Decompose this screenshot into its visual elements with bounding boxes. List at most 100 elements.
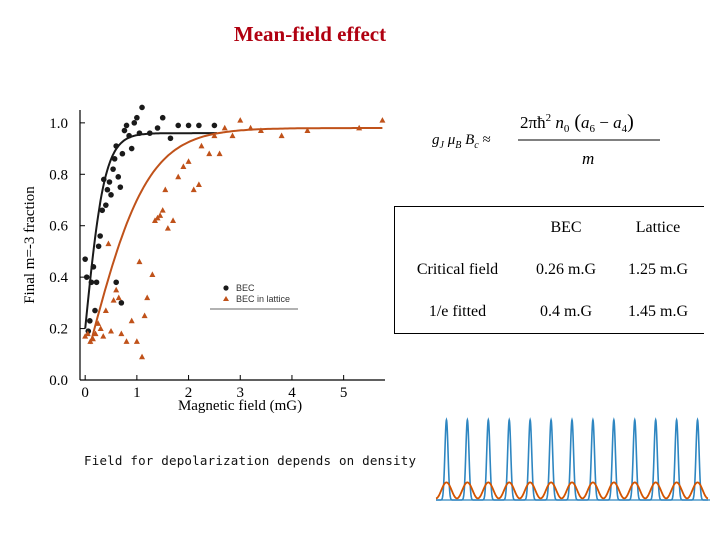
data-point-bec [117,184,124,190]
data-point-bec [82,256,88,262]
data-point-lattice [257,127,264,133]
data-point-lattice [159,207,166,213]
data-point-bec [113,279,119,286]
data-point-bec [110,166,116,172]
data-point-bec [106,179,113,185]
data-point-lattice [379,117,386,123]
data-point-bec [154,125,161,131]
data-point-bec [99,207,106,214]
table-cell-bec: 0.26 m.G [536,261,596,278]
data-point-bec [167,135,174,142]
data-point-lattice [211,132,218,139]
data-point-lattice [356,124,363,131]
data-point-bec [113,143,119,149]
table-row-label: Critical field [394,249,520,291]
y-tick-label: 1.0 [49,116,68,132]
data-point-lattice [170,217,177,223]
data-point-lattice [190,186,197,193]
data-point-bec [104,186,111,193]
data-point-bec [92,307,98,314]
table-cell-lattice: 1.25 m.G [628,261,688,278]
data-point-bec [111,156,118,162]
y-tick-label: 0.4 [49,270,68,286]
data-point-lattice [123,338,130,344]
table-cell-bec: 0.4 m.G [520,291,612,334]
lattice-potential-curve [436,417,708,501]
legend-marker-lattice [223,296,229,301]
data-point-lattice [100,333,107,339]
data-point-lattice [144,294,151,301]
table-header-cell [394,206,520,249]
table-header-cell: Lattice [612,206,704,249]
slide-title: Mean-field effect [233,22,387,46]
data-point-bec [100,176,107,183]
formula-denominator: m [582,149,594,168]
legend-marker-bec [223,285,229,291]
x-tick-label: 2 [185,385,193,401]
data-point-bec [134,114,140,121]
data-point-lattice [92,330,99,337]
data-point-lattice [97,325,104,331]
data-point-bec [121,127,128,134]
data-point-bec [196,122,202,129]
data-point-bec [97,233,103,239]
data-point-lattice [105,240,112,247]
data-point-lattice [247,124,254,131]
y-tick-label: 0.8 [49,167,68,183]
fit-curve-triangle [89,127,383,345]
critical-field-formula: gJ μB Bc ≈ 2πħ2 n0 (a6 − a4) m [432,100,672,180]
data-point-bec [115,174,122,180]
data-point-bec [211,122,218,129]
data-point-lattice [102,307,109,313]
data-point-bec [103,202,109,208]
table-header-row: BEC Lattice [394,206,704,249]
data-point-lattice [133,338,140,344]
x-tick-label: 5 [340,385,348,401]
table-row-label: 1/e fitted [394,291,520,334]
data-point-lattice [118,330,125,337]
data-point-lattice [206,150,213,157]
data-point-lattice [110,297,117,303]
table-row: 1/e fitted 0.4 m.G 1.45 m.G [394,291,704,334]
data-point-lattice [216,150,223,157]
data-point-bec [83,274,90,280]
table-cell-lattice: 1.45 m.G [612,291,704,334]
data-point-lattice [89,335,96,342]
y-tick-label: 0.6 [49,219,68,235]
lattice-wave-chart [435,417,710,501]
data-point-lattice [164,225,171,231]
scatter-chart: 0.0 0.2 0.4 0.6 0.8 1.0 0 1 2 3 4 5 Magnetic field (… [22,104,386,414]
data-point-lattice [108,327,115,334]
data-point-lattice [84,330,91,337]
data-point-lattice [113,286,120,293]
data-point-bec [146,130,153,136]
formula-numerator: 2πħ2 n0 (a6 − a4) [520,111,634,135]
critical-field-table: BEC Lattice Critical field 0.26 m.G 1.25… [394,206,704,334]
data-point-lattice [157,212,164,218]
table-row: Critical field 0.26 m.G 1.25 m.G [394,249,705,291]
data-point-lattice [237,117,244,123]
data-point-bec [88,279,95,286]
slide-caption: Field for depolarization depends on dens… [84,453,417,468]
data-point-lattice [221,124,228,131]
y-tick-label: 0.2 [49,322,68,338]
data-point-bec [123,122,130,129]
data-point-lattice [128,317,135,324]
x-axis-label: Magnetic field (mG) [178,398,302,414]
data-point-bec [136,130,143,136]
data-point-lattice [278,132,285,139]
x-tick-label: 3 [237,385,245,401]
data-point-bec [126,132,132,139]
fit-curve-circle [84,132,217,329]
x-tick-label: 0 [81,385,89,401]
data-point-bec [131,120,138,126]
table-header-cell: BEC [520,206,612,249]
data-point-bec [93,279,100,286]
data-point-bec [95,243,102,250]
data-point-bec [185,122,192,129]
data-point-lattice [229,132,236,139]
legend-label-lattice: BEC in lattice [236,294,290,304]
x-tick-label: 1 [133,385,141,401]
data-point-lattice [141,312,148,319]
data-point-bec [139,104,145,111]
